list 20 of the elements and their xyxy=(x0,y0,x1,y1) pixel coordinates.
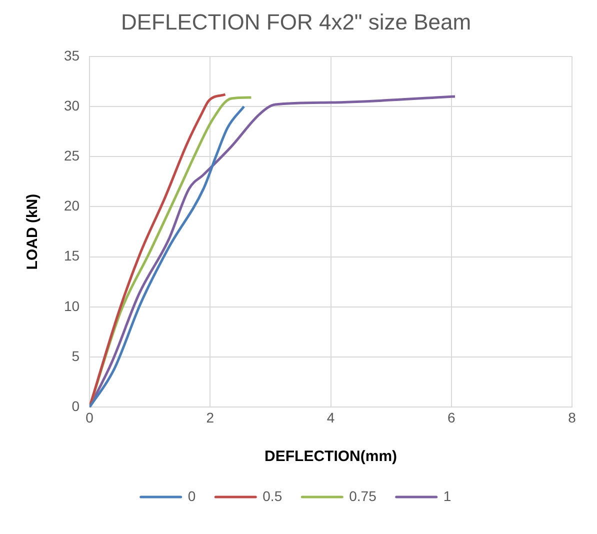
x-axis-title: DEFLECTION(mm) xyxy=(264,448,398,466)
legend-label: 0 xyxy=(188,488,196,504)
y-tick-label: 30 xyxy=(64,97,80,114)
x-tick-label: 8 xyxy=(568,409,576,426)
y-tick-label: 10 xyxy=(64,298,80,314)
chart-title: DEFLECTION FOR 4x2" size Beam xyxy=(120,9,472,34)
legend-label: 1 xyxy=(443,488,452,504)
y-tick-label: 15 xyxy=(64,248,80,264)
y-axis-title: LOAD (kN) xyxy=(24,194,42,270)
x-tick-label: 2 xyxy=(206,409,214,426)
y-tick-label: 20 xyxy=(64,198,80,214)
legend-label: 0.75 xyxy=(349,488,377,504)
legend-label: 0.5 xyxy=(262,488,282,504)
x-tick-label: 4 xyxy=(326,409,335,426)
y-tick-label: 35 xyxy=(64,47,80,64)
x-tick-label: 6 xyxy=(447,409,456,426)
y-tick-label: 25 xyxy=(64,147,80,164)
y-tick-label: 5 xyxy=(72,348,80,364)
x-tick-label: 0 xyxy=(86,409,94,426)
y-tick-label: 0 xyxy=(72,398,80,414)
